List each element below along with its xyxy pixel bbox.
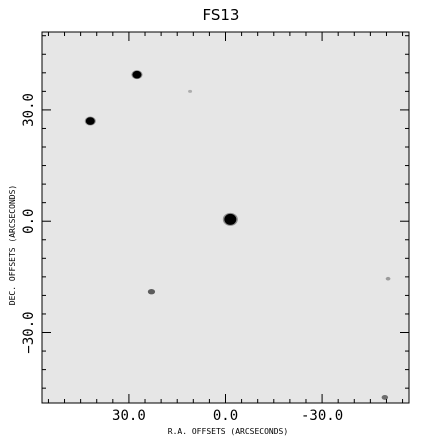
y-tick-label: 30.0 <box>21 93 37 127</box>
source-layer <box>84 70 391 400</box>
source-6 <box>381 394 389 400</box>
y-axis-label: DEC. OFFSETS (ARCSECONDS) <box>8 185 17 305</box>
x-tick-labels: 30.0 0.0 -30.0 <box>112 408 343 424</box>
x-tick-label: -30.0 <box>301 408 343 424</box>
tick-marks <box>42 32 409 403</box>
source-1 <box>85 117 95 125</box>
chart-title: FS13 <box>203 6 240 24</box>
x-tick-label: 30.0 <box>112 408 146 424</box>
source-0 <box>132 70 142 79</box>
source-3 <box>147 289 156 295</box>
x-axis-label: R.A. OFFSETS (ARCSECONDS) <box>168 427 288 436</box>
x-tick-label: 0.0 <box>213 408 238 424</box>
y-tick-labels: 30.0 0.0 −30.0 <box>21 93 37 354</box>
y-tick-label: 0.0 <box>21 209 37 234</box>
source-2 <box>224 213 237 225</box>
y-tick-label: −30.0 <box>21 311 37 353</box>
source-4 <box>188 89 193 93</box>
source-5 <box>385 276 391 281</box>
